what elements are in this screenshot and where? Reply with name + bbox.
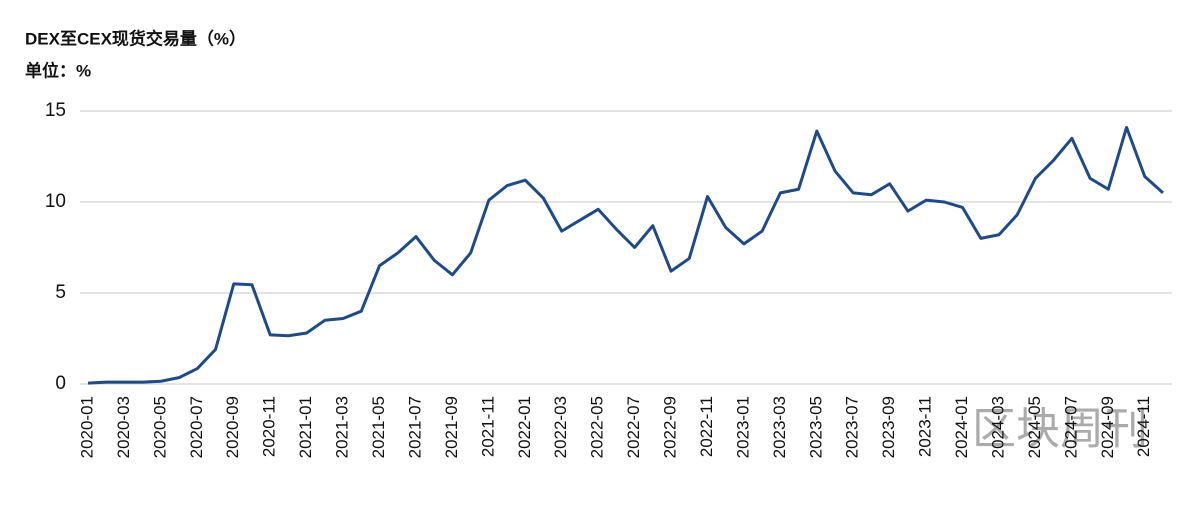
x-tick-label: 2021-03 — [333, 396, 352, 458]
watermark: 区块周刊 — [972, 405, 1148, 454]
x-tick-label: 2022-05 — [588, 396, 607, 458]
x-tick-label: 2020-01 — [77, 396, 96, 458]
x-tick-label: 2022-11 — [697, 396, 716, 457]
x-tick-label: 2023-07 — [843, 396, 862, 458]
x-tick-label: 2022-07 — [624, 396, 643, 458]
chart-subtitle: 单位：% — [25, 60, 91, 80]
x-tick-label: 2021-05 — [369, 396, 388, 458]
x-tick-label: 2024-11 — [1134, 396, 1153, 457]
x-tick-label: 2020-09 — [223, 396, 242, 458]
x-tick-label: 2021-09 — [442, 396, 461, 458]
y-tick-label: 10 — [45, 191, 66, 212]
x-tick-label: 2024-07 — [1061, 396, 1080, 458]
x-tick-label: 2022-01 — [515, 396, 534, 458]
x-tick-label: 2023-11 — [916, 396, 935, 457]
x-tick-label: 2020-11 — [260, 396, 279, 457]
x-tick-label: 2020-07 — [187, 396, 206, 458]
x-tick-label: 2023-09 — [879, 396, 898, 458]
y-tick-label: 5 — [55, 282, 66, 303]
data-line — [87, 125, 1164, 385]
x-tick-label: 2024-05 — [1025, 396, 1044, 458]
x-tick-label: 2023-01 — [733, 396, 752, 458]
x-tick-label: 2022-03 — [551, 396, 570, 458]
y-tick-label: 15 — [45, 100, 66, 121]
x-tick-label: 2021-01 — [296, 396, 315, 458]
x-tick-label: 2024-01 — [952, 396, 971, 458]
x-tick-label: 2020-03 — [114, 396, 133, 458]
x-tick-label: 2022-09 — [661, 396, 680, 458]
x-tick-label: 2024-09 — [1098, 396, 1117, 458]
x-tick-label: 2021-07 — [405, 396, 424, 458]
y-tick-label: 0 — [55, 373, 66, 394]
x-tick-label: 2021-11 — [478, 396, 497, 457]
x-tick-label: 2020-05 — [150, 396, 169, 458]
x-tick-label: 2023-03 — [770, 396, 789, 458]
x-tick-label: 2023-05 — [806, 396, 825, 458]
chart-title: DEX至CEX现货交易量（%） — [25, 28, 246, 48]
x-tick-label: 2024-03 — [988, 396, 1007, 458]
